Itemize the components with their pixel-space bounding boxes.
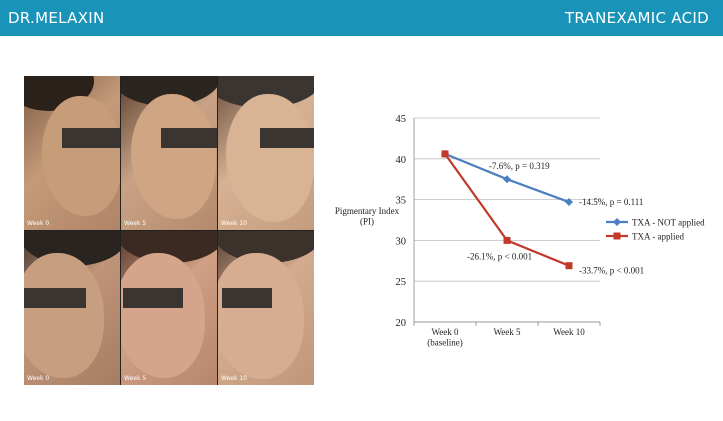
- data-point: [441, 149, 449, 158]
- eye-censor-bar: [161, 128, 217, 148]
- x-tick-label: Week 0 (baseline): [427, 327, 462, 347]
- photo-3: Week 10: [218, 76, 314, 230]
- legend-label: TXA - NOT applied: [632, 218, 705, 228]
- legend-label: TXA - applied: [632, 232, 684, 242]
- data-point: [565, 198, 573, 207]
- photo-5: Week 5: [121, 231, 217, 385]
- eye-censor-bar: [123, 288, 183, 308]
- before-after-photo-grid: Week 0 Week 5 Week 10 Week 0 Week 5 Week…: [24, 76, 314, 385]
- photo-label: Week 10: [221, 220, 247, 227]
- eye-censor-bar: [222, 288, 272, 308]
- photo-1: Week 0: [24, 76, 120, 230]
- photo-label: Week 0: [27, 375, 50, 382]
- data-point: [565, 262, 573, 270]
- eye-censor-bar: [24, 288, 86, 308]
- y-tick-label: 45: [396, 114, 407, 125]
- eye-censor-bar: [260, 128, 314, 148]
- series-line-txa-not-applied: [444, 152, 570, 204]
- y-tick-label: 30: [396, 236, 407, 247]
- brand-name: DR.MELAXIN: [8, 9, 105, 27]
- legend-marker: [613, 218, 621, 226]
- photo-4: Week 0: [24, 231, 120, 385]
- photo-label: Week 0: [27, 220, 50, 227]
- y-tick-label: 40: [396, 155, 407, 166]
- photo-2: Week 5: [121, 76, 217, 230]
- y-tick-label: 35: [396, 196, 407, 207]
- photo-label: Week 5: [124, 375, 147, 382]
- data-point: [441, 150, 449, 158]
- topic-title: TRANEXAMIC ACID: [564, 9, 709, 27]
- data-label: -14.5%, p = 0.111: [579, 197, 643, 207]
- y-tick-label: 20: [396, 318, 407, 329]
- data-point: [503, 236, 511, 244]
- photo-label: Week 10: [221, 375, 247, 382]
- y-tick-label: 25: [396, 277, 407, 288]
- eye-censor-bar: [62, 128, 120, 148]
- x-tick-label: Week 10: [553, 327, 585, 337]
- header-bar: DR.MELAXIN TRANEXAMIC ACID: [0, 0, 723, 36]
- data-label: -7.6%, p = 0.319: [489, 161, 550, 171]
- data-label: -26.1%, p < 0.001: [467, 251, 532, 261]
- data-point: [503, 175, 511, 184]
- legend-marker: [613, 232, 621, 240]
- y-axis-label: Pigmentary Index (PI): [335, 206, 400, 226]
- data-label: -33.7%, p < 0.001: [579, 266, 644, 276]
- photo-label: Week 5: [124, 220, 147, 227]
- x-tick-label: Week 5: [493, 327, 521, 337]
- photo-6: Week 10: [218, 231, 314, 385]
- series-line-txa-applied: [444, 153, 570, 267]
